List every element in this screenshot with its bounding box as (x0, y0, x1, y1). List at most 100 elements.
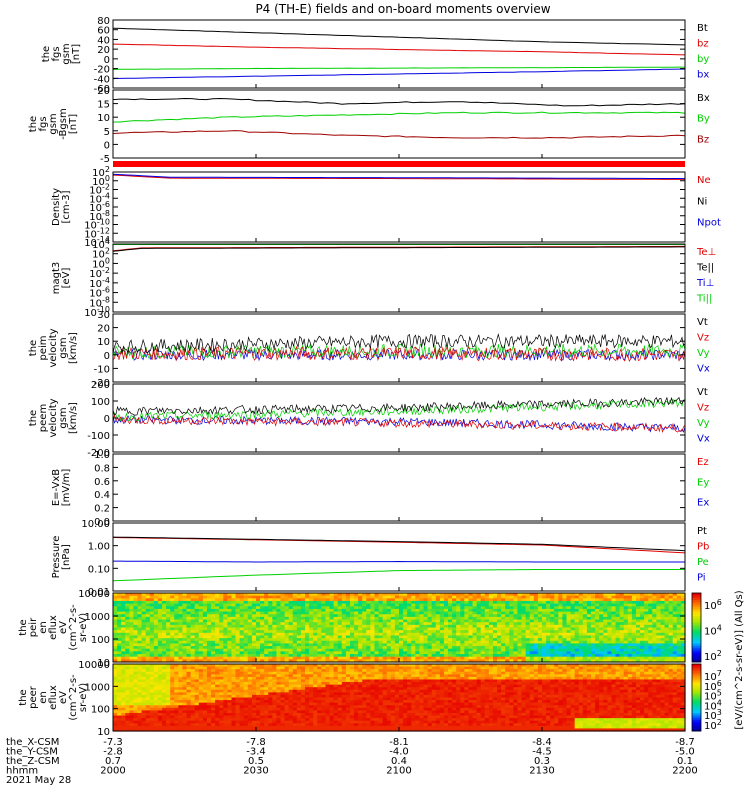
spectrogram-cell (292, 643, 298, 647)
spectrogram-cell (239, 728, 245, 732)
spectrogram-cell (280, 659, 286, 663)
spectrogram-cell (223, 646, 228, 650)
spectrogram-cell (476, 640, 482, 645)
spectrogram-cell (166, 619, 171, 623)
spectrogram-cell (505, 635, 510, 639)
spectrogram-cell (595, 622, 600, 626)
spectrogram-cell (251, 654, 257, 658)
spectrogram-cell (153, 608, 159, 613)
spectrogram-cell (484, 600, 490, 605)
spectrogram-cell (264, 608, 269, 613)
spectrogram-cell (194, 674, 200, 678)
spectrogram-cell (202, 638, 208, 642)
spectrogram-cell (215, 611, 220, 615)
spectrogram-cell (542, 595, 547, 599)
spectrogram-cell (423, 593, 429, 597)
spectrogram-cell (231, 666, 237, 670)
y-tick-label: 100 (91, 397, 110, 408)
spectrogram-cell (631, 638, 637, 642)
spectrogram-cell (325, 611, 331, 615)
spectrogram-cell (178, 687, 184, 691)
spectrogram-cell (341, 606, 347, 610)
spectrogram-cell (546, 659, 551, 663)
spectrogram-cell (374, 600, 380, 605)
spectrogram-cell (223, 640, 228, 645)
spectrogram-cell (153, 700, 159, 704)
spectrogram-cell (423, 643, 429, 647)
panel-frame (112, 383, 686, 453)
spectrogram-cell (668, 603, 674, 607)
spectrogram-cell (215, 664, 220, 668)
spectrogram-cell (243, 632, 249, 637)
spectrogram-cell (448, 611, 453, 615)
spectrogram-cell (202, 635, 208, 639)
spectrogram-cell (145, 710, 151, 714)
spectrogram-cell (121, 635, 126, 639)
spectrogram-cell (280, 630, 286, 634)
spectrogram-cell (554, 643, 559, 647)
spectrogram-cell (595, 624, 600, 629)
spectrogram-cell (505, 624, 510, 629)
spectrogram-cell (607, 656, 613, 660)
spectrogram-cell (366, 632, 371, 637)
spectrogram-cell (215, 682, 220, 686)
spectrogram-cell (190, 627, 196, 631)
spectrogram-cell (264, 674, 269, 678)
spectrogram-cell (121, 622, 126, 626)
spectrogram-cell (170, 598, 175, 602)
spectrogram-cell (456, 598, 461, 602)
spectrogram-cell (378, 598, 384, 602)
spectrogram-cell (443, 646, 449, 650)
spectrogram-cell (198, 671, 204, 675)
spectrogram-cell (480, 640, 486, 645)
spectrogram-cell (133, 728, 139, 732)
spectrogram-cell (648, 646, 653, 650)
spectrogram-cell (264, 707, 269, 711)
spectrogram-cell (145, 676, 151, 681)
spectrogram-cell (599, 648, 604, 652)
spectrogram-cell (186, 720, 192, 724)
spectrogram-cell (619, 648, 625, 652)
spectrogram-cell (423, 595, 429, 599)
spectrogram-cell (337, 627, 343, 631)
spectrogram-cell (341, 648, 347, 652)
spectrogram-cell (349, 659, 355, 663)
spectrogram-cell (611, 635, 617, 639)
spectrogram-cell (260, 651, 265, 655)
spectrogram-cell (595, 616, 600, 621)
spectrogram-cell (202, 606, 208, 610)
spectrogram-cell (623, 648, 629, 652)
spectrogram-cell (464, 600, 470, 605)
spectrogram-cell (321, 608, 327, 613)
spectrogram-cell (313, 595, 318, 599)
spectrogram-cell (174, 715, 179, 719)
spectrogram-cell (129, 659, 135, 663)
spectrogram-cell (235, 656, 241, 660)
spectrogram-cell (186, 718, 192, 722)
spectrogram-cell (170, 638, 175, 642)
spectrogram-cell (174, 608, 179, 613)
spectrogram-cell (546, 608, 551, 613)
spectrogram-cell (366, 646, 371, 650)
spectrogram-cell (182, 624, 188, 629)
spectrogram-cell (321, 656, 327, 660)
spectrogram-cell (407, 614, 412, 618)
spectrogram-cell (198, 651, 204, 655)
spectrogram-cell (206, 611, 212, 615)
spectrogram-cell (631, 651, 637, 655)
spectrogram-cell (215, 684, 220, 688)
spectrogram-cell (157, 598, 163, 602)
spectrogram-cell (153, 638, 159, 642)
spectrogram-cell (231, 707, 237, 711)
spectrogram-cell (497, 619, 502, 623)
spectrogram-cell (513, 614, 519, 618)
spectrogram-cell (272, 614, 278, 618)
spectrogram-cell (141, 712, 147, 717)
spectrogram-cell (509, 624, 514, 629)
spectrogram-cell (403, 614, 408, 618)
spectrogram-cell (599, 608, 604, 613)
spectrogram-cell (656, 616, 662, 621)
spectrogram-cell (186, 630, 192, 634)
spectrogram-cell (501, 598, 506, 602)
